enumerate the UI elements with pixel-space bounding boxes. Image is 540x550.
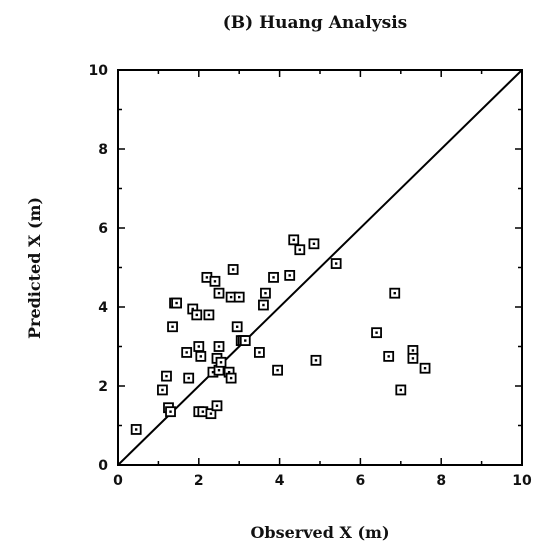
data-point — [407, 352, 419, 364]
data-point — [395, 384, 407, 396]
y-tick-label: 6 — [98, 221, 108, 237]
data-points — [130, 234, 431, 435]
data-point — [258, 299, 269, 311]
x-tick-labels: 0 2 4 6 8 10 — [113, 473, 532, 489]
data-point — [183, 372, 195, 384]
x-axis-label: Observed X (m) — [250, 523, 389, 542]
y-tick-label: 4 — [98, 300, 108, 316]
data-point — [308, 238, 320, 250]
identity-reference-line — [117, 69, 523, 466]
x-tick-label: 8 — [436, 473, 446, 489]
data-point — [288, 234, 300, 246]
data-point — [272, 364, 283, 376]
data-point — [165, 406, 176, 418]
data-point — [231, 321, 243, 333]
data-point — [239, 335, 251, 346]
data-point — [193, 341, 205, 352]
data-point — [371, 327, 382, 339]
data-point — [419, 362, 431, 374]
data-point — [130, 424, 142, 435]
axis-ticks — [117, 69, 523, 466]
data-point — [215, 356, 227, 368]
data-point — [209, 275, 221, 287]
plot-area — [117, 69, 523, 466]
data-point — [191, 309, 203, 321]
data-point — [260, 287, 271, 299]
data-point — [213, 287, 225, 299]
data-point — [268, 271, 279, 283]
y-tick-label: 2 — [98, 379, 108, 395]
data-point — [284, 269, 296, 281]
y-tick-labels: 0 2 4 6 8 10 — [89, 63, 109, 474]
x-tick-label: 0 — [113, 473, 123, 489]
y-axis-label: Predicted X (m) — [25, 197, 44, 339]
data-point — [161, 370, 172, 382]
x-tick-label: 10 — [512, 473, 532, 489]
y-tick-label: 8 — [98, 142, 108, 158]
data-point — [205, 408, 217, 420]
data-point — [225, 372, 237, 384]
x-tick-label: 2 — [194, 473, 204, 489]
data-point — [233, 291, 245, 303]
data-point — [211, 400, 223, 412]
chart-title: (B) Huang Analysis — [223, 13, 407, 33]
data-point — [203, 309, 215, 321]
data-point — [213, 341, 225, 352]
x-tick-label: 4 — [275, 473, 285, 489]
y-tick-label: 0 — [98, 458, 108, 474]
data-point — [227, 264, 239, 275]
data-point — [294, 244, 306, 256]
data-point — [157, 384, 168, 396]
x-tick-label: 6 — [356, 473, 366, 489]
data-point — [389, 287, 401, 299]
data-point — [310, 354, 322, 366]
data-point — [195, 350, 207, 362]
data-point — [330, 258, 342, 269]
data-point — [253, 347, 265, 358]
data-point — [181, 347, 193, 358]
data-point — [167, 321, 178, 333]
data-point — [383, 350, 395, 362]
y-tick-label: 10 — [89, 63, 109, 79]
data-point — [171, 297, 182, 309]
